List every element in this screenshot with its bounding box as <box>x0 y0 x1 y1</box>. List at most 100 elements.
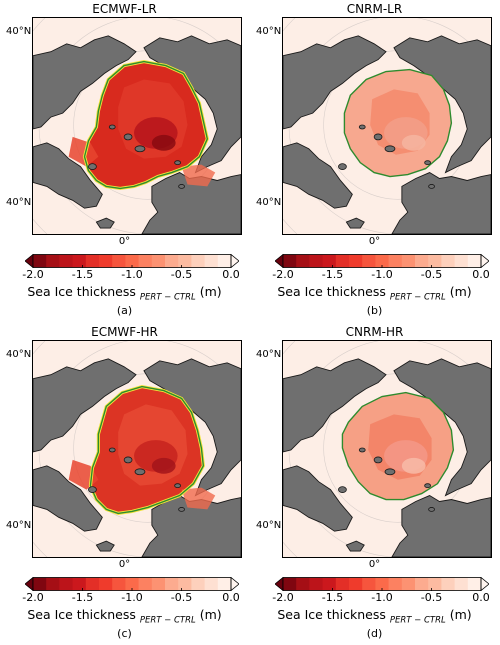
ice-anomaly-barents <box>181 164 216 187</box>
colorbar-extend-low <box>275 577 284 591</box>
colorbar-segment <box>125 254 139 268</box>
island <box>373 133 383 141</box>
colorbar-tick-label: -1.5 <box>321 591 344 604</box>
colorbar-extend-high <box>480 254 489 268</box>
island <box>358 124 366 130</box>
colorbar-extend-low <box>275 254 284 268</box>
colorbar-segment <box>428 254 442 268</box>
colorbar-segment <box>151 254 166 268</box>
panel-title: CNRM-LR <box>346 2 403 16</box>
island <box>134 145 146 153</box>
colorbar-segment <box>415 577 429 591</box>
ice-anomaly-max <box>151 457 176 474</box>
colorbar-segment <box>112 577 126 591</box>
colorbar-segment <box>204 254 219 268</box>
polar-map <box>282 17 492 235</box>
colorbar-extend-high <box>480 577 489 591</box>
colorbar-tick-label: -2.0 <box>272 268 294 281</box>
colorbar-tick-label: -1.0 <box>121 591 143 604</box>
colorbar-segment <box>467 577 482 591</box>
colorbar-tick-label: -0.5 <box>420 268 443 281</box>
colorbar-tick-label: 0.0 <box>472 268 490 281</box>
colorbar-tick-label: -0.5 <box>420 591 443 604</box>
island <box>358 447 366 453</box>
colorbar <box>275 254 489 268</box>
colorbar-label: Sea Ice thickness PERT − CTRL (m) <box>277 284 472 303</box>
colorbar-extend-low <box>25 577 34 591</box>
panel-label: (a) <box>116 304 133 317</box>
island <box>384 145 396 153</box>
panel-label: (b) <box>366 304 383 317</box>
island <box>88 163 97 170</box>
colorbar-segment <box>322 577 337 591</box>
colorbar-extend-high <box>230 577 239 591</box>
ice-anomaly-baffin <box>68 136 99 167</box>
colorbar-ticks: -2.0 -1.5 -1.0 -0.5 0.0 <box>2 268 247 282</box>
ice-edge-green <box>89 385 205 515</box>
colorbar-segment <box>362 577 376 591</box>
colorbar-segment <box>217 254 232 268</box>
colorbar-tick-label: 0.0 <box>472 591 490 604</box>
lon-label: 0° <box>368 559 381 570</box>
colorbar-segment <box>191 254 205 268</box>
land <box>141 172 241 234</box>
colorbar-segment <box>467 254 482 268</box>
colorbar-segment <box>454 254 469 268</box>
land <box>345 217 365 229</box>
colorbar-segment <box>72 254 87 268</box>
ice-anomaly-max <box>401 457 426 474</box>
colorbar-segment <box>85 254 100 268</box>
map-canvas <box>33 18 241 234</box>
island <box>108 124 116 130</box>
island <box>373 456 383 464</box>
colorbar-ticks: -2.0 -1.5 -1.0 -0.5 0.0 <box>2 591 247 605</box>
land <box>33 35 137 130</box>
colorbar-segment <box>125 577 139 591</box>
panel-label: (c) <box>117 627 132 640</box>
colorbar-segment <box>283 577 297 591</box>
lat-label-top: 40°N <box>256 26 282 37</box>
land <box>391 495 491 557</box>
colorbar-segment <box>85 577 100 591</box>
colorbar-segment <box>441 577 455 591</box>
lon-label: 0° <box>368 236 381 247</box>
island <box>428 184 435 189</box>
ice-anomaly-max <box>401 134 426 151</box>
lat-label-bottom: 40°N <box>256 520 282 531</box>
colorbar-segment <box>151 577 166 591</box>
lat-label-top: 40°N <box>256 349 282 360</box>
colorbar-segment <box>428 577 442 591</box>
ice-edge-green <box>83 60 209 190</box>
panel-a: ECMWF-LR 40°N 40°N 0° -2.0 -1.5 -1.0 -0.5 0.… <box>2 0 247 318</box>
colorbar-segment <box>415 254 429 268</box>
island <box>123 133 133 141</box>
colorbar-segment <box>349 577 363 591</box>
colorbar-segment <box>138 254 153 268</box>
colorbar-segment <box>46 577 60 591</box>
polar-map <box>282 340 492 558</box>
map-canvas <box>33 341 241 557</box>
panel-c: ECMWF-HR 40°N 40°N 0° -2.0 -1.5 -1.0 -0.5 0.… <box>2 323 247 641</box>
colorbar-segment <box>309 577 323 591</box>
colorbar-segment <box>335 577 350 591</box>
island <box>178 507 185 512</box>
colorbar-segment <box>138 577 153 591</box>
colorbar-segment <box>388 577 403 591</box>
colorbar-segment <box>349 254 363 268</box>
colorbar-segment <box>99 577 113 591</box>
land <box>141 495 241 557</box>
colorbar-tick-label: -2.0 <box>22 268 44 281</box>
lat-label-bottom: 40°N <box>6 520 32 531</box>
colorbar-segment <box>375 577 389 591</box>
map-canvas <box>283 341 491 557</box>
colorbar-segment <box>165 577 179 591</box>
island <box>424 483 431 489</box>
island <box>424 160 431 166</box>
colorbar-segment <box>309 254 323 268</box>
land <box>95 217 115 229</box>
colorbar-segment <box>178 254 192 268</box>
land <box>283 142 353 209</box>
colorbar-tick-label: -0.5 <box>170 268 193 281</box>
island <box>428 507 435 512</box>
island <box>88 486 97 493</box>
